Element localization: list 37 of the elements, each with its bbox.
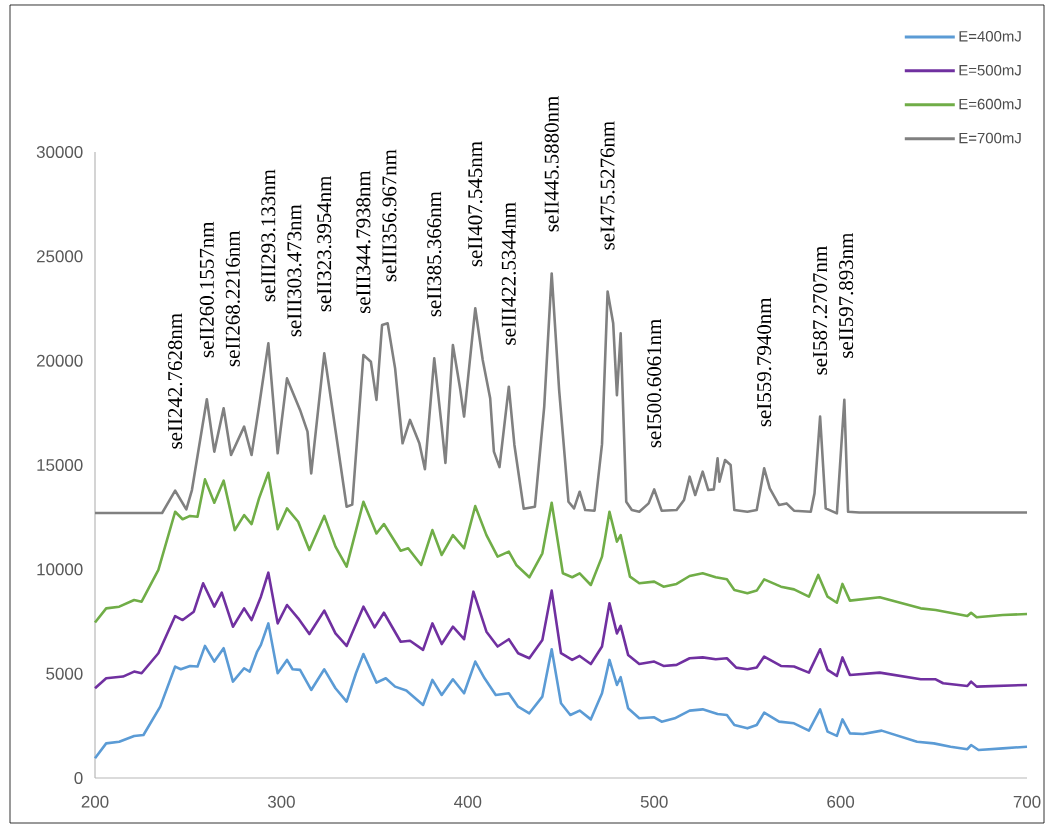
annotation: seIII293.133nm — [261, 169, 276, 302]
legend-label: E=500mJ — [959, 64, 1021, 76]
y-tick-label: 5000 — [46, 667, 83, 680]
annotation: seII268.2216nm — [225, 230, 240, 367]
annotation: seI587.2707nm — [813, 246, 828, 375]
legend-label: E=600mJ — [959, 98, 1021, 110]
x-tick-label: 400 — [454, 795, 482, 808]
annotation: seII242.7628nm — [168, 313, 183, 449]
annotation: seIII422.5344nm — [501, 202, 516, 345]
annotation: seII407.545nm — [468, 141, 483, 267]
line-series — [93, 622, 1029, 760]
x-tick-label: 500 — [640, 795, 668, 808]
annotation: seII260.1557nm — [199, 221, 214, 358]
y-tick-label: 30000 — [36, 146, 83, 158]
annotation: seII385.366nm — [427, 191, 442, 317]
annotation: seII323.3954nm — [317, 175, 332, 312]
annotation: seI500.6061nm — [647, 318, 662, 448]
annotation: seI559.7940nm — [757, 297, 772, 427]
x-tick-label: 700 — [1013, 795, 1041, 808]
y-tick-label: 10000 — [37, 563, 83, 576]
y-tick-label: 25000 — [36, 250, 83, 263]
legend-label: E=400mJ — [959, 30, 1021, 42]
x-tick-label: 200 — [81, 795, 109, 808]
annotation: seI475.5276nm — [600, 121, 615, 250]
annotation: seIII303.473nm — [287, 204, 302, 337]
y-tick-label: 15000 — [37, 459, 83, 471]
annotation: seIII356.967nm — [382, 149, 397, 282]
line-series — [93, 471, 1029, 624]
x-tick-label: 600 — [827, 795, 855, 808]
annotation: seIII344.7938nm — [356, 170, 371, 313]
line-series — [93, 571, 1029, 690]
annotation: seII597.893nm — [839, 232, 854, 358]
legend-label: E=700mJ — [959, 132, 1021, 144]
y-tick-label: 20000 — [36, 354, 83, 367]
y-tick-label: 0 — [74, 772, 83, 784]
annotation: seII445.5880nm — [544, 96, 559, 232]
x-tick-label: 300 — [267, 795, 295, 808]
